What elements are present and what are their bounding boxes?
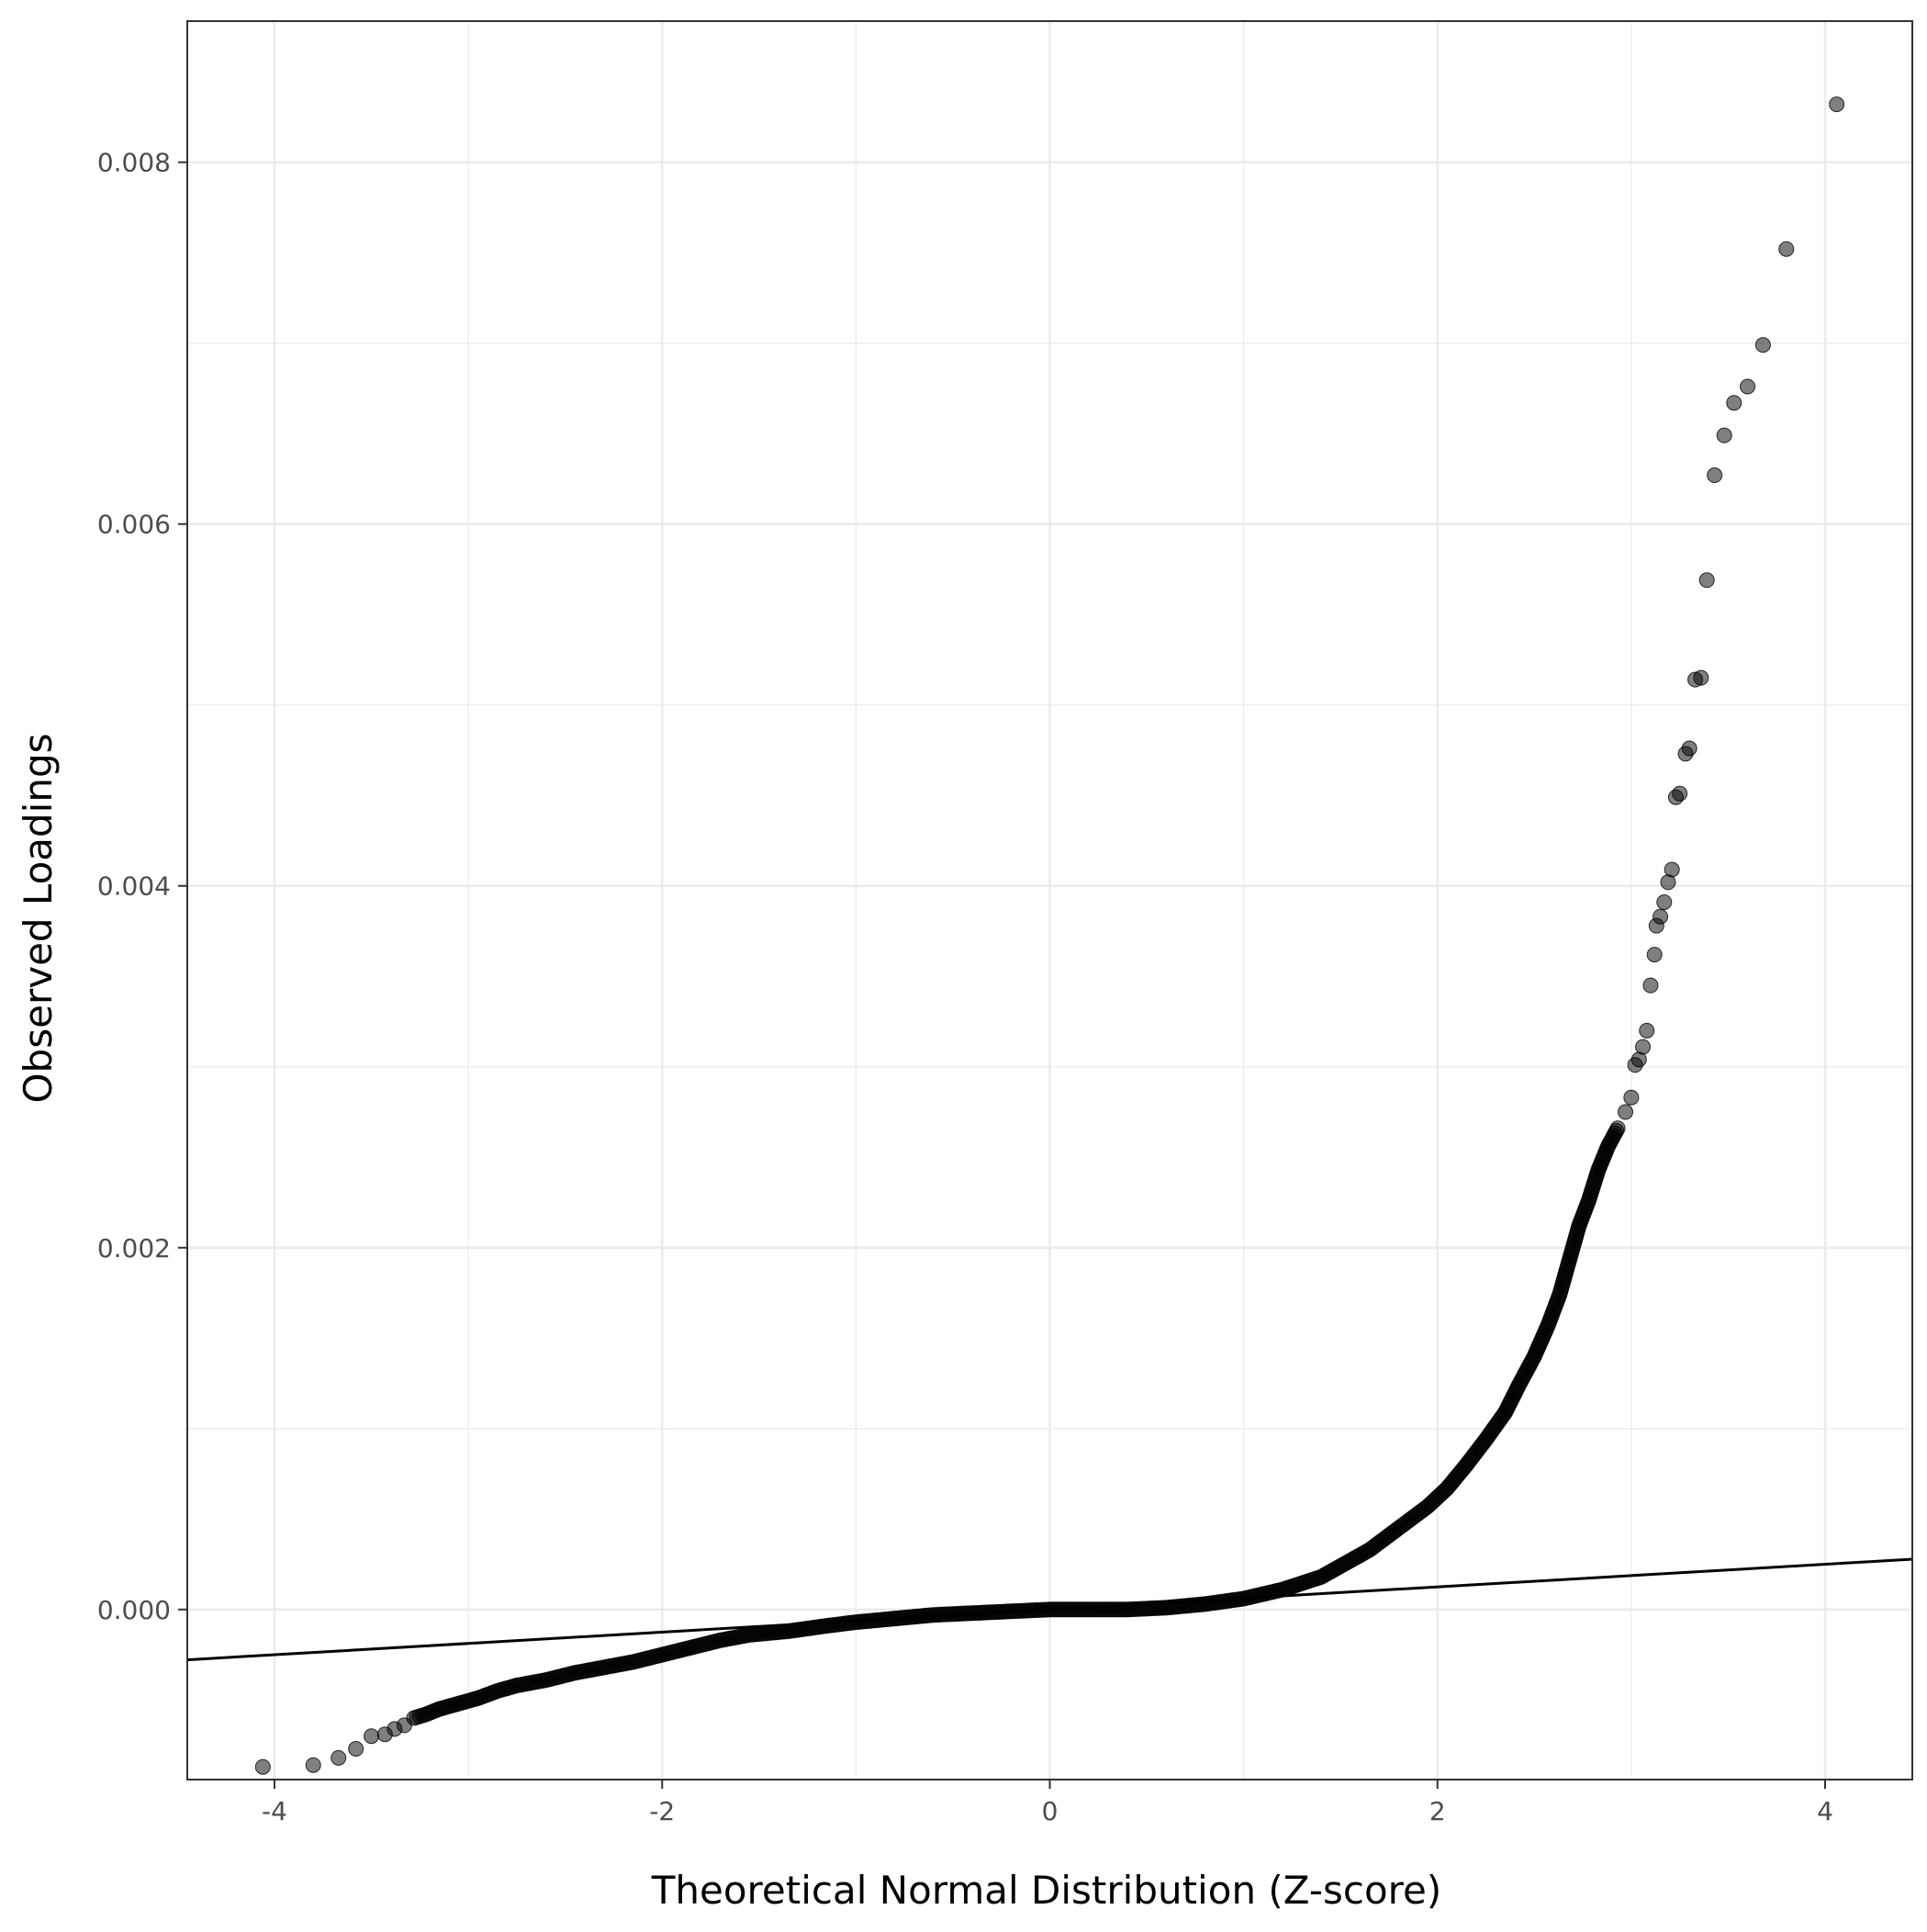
data-point bbox=[1653, 908, 1669, 925]
y-axis-title: Observed Loadings bbox=[16, 734, 61, 1104]
y-tick-label: 0.008 bbox=[97, 148, 171, 178]
data-point bbox=[1618, 1104, 1634, 1120]
data-point bbox=[1609, 1120, 1626, 1137]
x-tick-label: -4 bbox=[262, 1796, 287, 1826]
data-point bbox=[1726, 395, 1742, 411]
x-tick-label: -2 bbox=[649, 1796, 675, 1826]
data-point bbox=[364, 1728, 380, 1745]
data-point bbox=[1740, 378, 1756, 395]
data-point bbox=[1754, 337, 1771, 354]
x-tick-label: 4 bbox=[1817, 1796, 1833, 1826]
data-point bbox=[331, 1749, 347, 1766]
data-point bbox=[1646, 947, 1663, 963]
data-point bbox=[1664, 861, 1680, 878]
data-point bbox=[1829, 96, 1845, 113]
y-tick-label: 0.000 bbox=[97, 1595, 171, 1625]
data-point bbox=[1681, 740, 1697, 757]
x-tick-label: 2 bbox=[1429, 1796, 1446, 1826]
x-axis-title: Theoretical Normal Distribution (Z-score… bbox=[651, 1868, 1442, 1913]
data-point bbox=[1707, 467, 1723, 484]
data-point bbox=[254, 1758, 271, 1775]
data-point bbox=[1623, 1089, 1640, 1106]
y-tick-label: 0.004 bbox=[97, 871, 171, 902]
x-tick-label: 0 bbox=[1042, 1796, 1059, 1826]
data-point bbox=[348, 1741, 364, 1758]
data-point bbox=[1716, 427, 1732, 444]
data-points bbox=[254, 96, 1845, 1775]
data-point bbox=[1698, 572, 1715, 589]
data-point bbox=[1635, 1039, 1652, 1055]
data-point bbox=[1642, 977, 1659, 994]
data-point bbox=[1672, 785, 1688, 802]
data-point bbox=[1693, 669, 1709, 686]
axis-ticks: -4 -2 0 2 4 0.000 0.002 0.004 0.006 0.008 bbox=[97, 148, 1833, 1826]
data-point bbox=[1639, 1022, 1655, 1039]
data-point bbox=[305, 1757, 321, 1773]
y-tick-label: 0.002 bbox=[97, 1233, 171, 1264]
y-tick-label: 0.006 bbox=[97, 510, 171, 540]
data-point bbox=[1656, 893, 1673, 910]
data-point bbox=[1778, 241, 1795, 257]
